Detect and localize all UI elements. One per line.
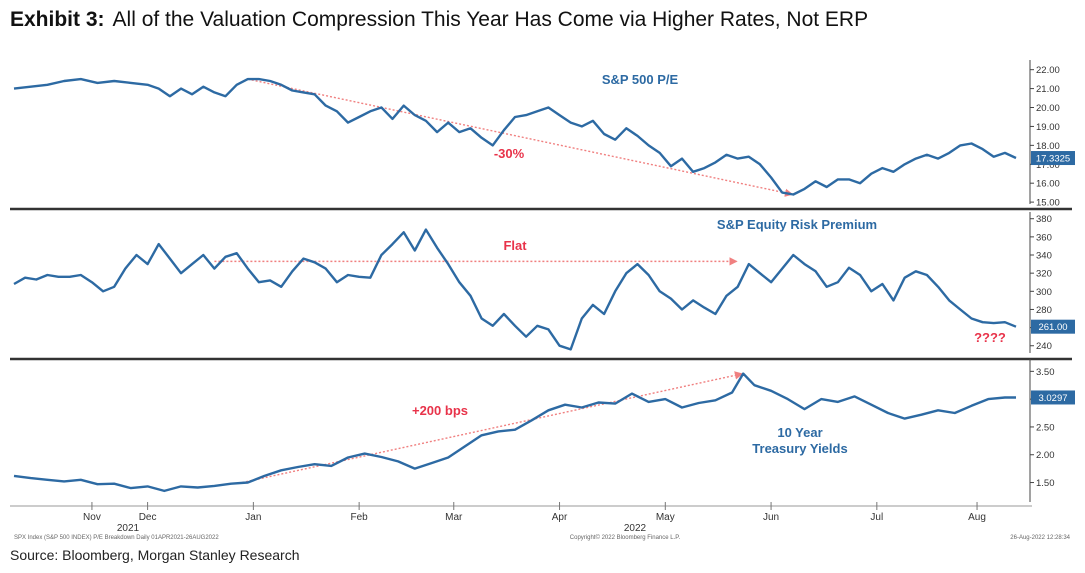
pe-y-tick-label: 21.00 xyxy=(1036,84,1060,95)
erp-last-value-box xyxy=(1031,319,1075,334)
x-tick-label: Apr xyxy=(552,512,568,523)
yield-trend-arrow xyxy=(242,371,744,484)
pe-y-tick-label: 18.00 xyxy=(1036,141,1060,152)
pe-panel-title: S&P 500 P/E xyxy=(602,72,679,87)
yield-panel-title-line-1: 10 Year xyxy=(777,425,822,440)
yield-y-tick-label: 1.50 xyxy=(1036,478,1055,489)
x-tick-label: Mar xyxy=(445,512,463,523)
x-tick-label: Jun xyxy=(763,512,779,523)
erp-y-tick-label: 360 xyxy=(1036,232,1052,243)
exhibit-label: Exhibit 3: xyxy=(10,8,105,31)
erp-y-tick-label: 320 xyxy=(1036,269,1052,280)
erp-last-value-label: 261.00 xyxy=(1038,322,1067,333)
chart-canvas: S&P 500 P/E -30% 22.00 21.00 20.00 19.00 18.… xyxy=(10,60,1075,541)
pe-trend-arrow xyxy=(247,78,794,197)
erp-y-tick-label: 380 xyxy=(1036,214,1052,225)
x-tick-label: Jan xyxy=(245,512,261,523)
erp-panel-title: S&P Equity Risk Premium xyxy=(717,217,877,232)
yield-last-value-box xyxy=(1031,390,1075,405)
erp-y-tick-label: 340 xyxy=(1036,251,1052,262)
erp-series-line xyxy=(13,228,1017,351)
terminal-footer-right: 26-Aug-2022 12:28:34 xyxy=(1010,535,1070,541)
pe-last-value-label: 17.3325 xyxy=(1036,154,1070,165)
erp-y-tick-label: 300 xyxy=(1036,287,1052,298)
erp-annotation-question: ???? xyxy=(974,330,1006,345)
yield-series-line xyxy=(13,372,1016,493)
erp-y-tick-label: 280 xyxy=(1036,305,1052,316)
pe-y-tick-label: 19.00 xyxy=(1036,122,1060,133)
erp-panel: S&P Equity Risk Premium Flat ???? 380 360… xyxy=(13,212,1075,353)
yield-y-tick-label: 2.50 xyxy=(1036,422,1055,433)
pe-y-tick-label: 15.00 xyxy=(1036,198,1060,209)
terminal-footer-center: Copyright© 2022 Bloomberg Finance L.P. xyxy=(570,534,681,541)
yield-last-value-label: 3.0297 xyxy=(1038,393,1067,404)
pe-panel: S&P 500 P/E -30% 22.00 21.00 20.00 19.00 18.… xyxy=(13,60,1075,209)
x-tick-label: Nov xyxy=(83,512,101,523)
x-year-label: 2021 xyxy=(117,523,140,534)
yield-annotation: +200 bps xyxy=(412,403,468,418)
pe-last-value-box xyxy=(1031,151,1075,166)
pe-y-tick-label: 20.00 xyxy=(1036,103,1060,114)
pe-y-tick-label: 17.00 xyxy=(1036,160,1060,171)
x-tick-label: Aug xyxy=(968,512,986,523)
x-tick-label: Dec xyxy=(139,512,157,523)
pe-y-tick-label: 22.00 xyxy=(1036,65,1060,76)
source-note: Source: Bloomberg, Morgan Stanley Resear… xyxy=(10,547,300,563)
pe-series-line xyxy=(13,77,1017,196)
yield-panel-title: 10 Year Treasury Yields xyxy=(752,425,847,456)
yield-y-tick-label: 2.00 xyxy=(1036,450,1055,461)
x-tick-label: Feb xyxy=(351,512,369,523)
x-axis: Nov Dec Jan Feb Mar Apr May Jun Jul Aug 2021 2022 xyxy=(83,502,986,534)
pe-annotation: -30% xyxy=(494,146,525,161)
erp-annotation-flat: Flat xyxy=(503,238,527,253)
exhibit-title-text: All of the Valuation Compression This Ye… xyxy=(112,8,869,31)
exhibit-title: Exhibit 3: All of the Valuation Compressi… xyxy=(10,8,868,32)
yield-panel-title-line-2: Treasury Yields xyxy=(752,441,847,456)
x-year-label: 2022 xyxy=(624,523,647,534)
pe-y-tick-label: 16.00 xyxy=(1036,179,1060,190)
erp-y-tick-label: 240 xyxy=(1036,341,1052,352)
yield-y-tick-label: 3.50 xyxy=(1036,367,1055,378)
x-tick-label: May xyxy=(656,512,675,523)
x-tick-label: Jul xyxy=(870,512,883,523)
terminal-footer-left: SPX Index (S&P 500 INDEX) P/E Breakdown … xyxy=(14,535,219,541)
